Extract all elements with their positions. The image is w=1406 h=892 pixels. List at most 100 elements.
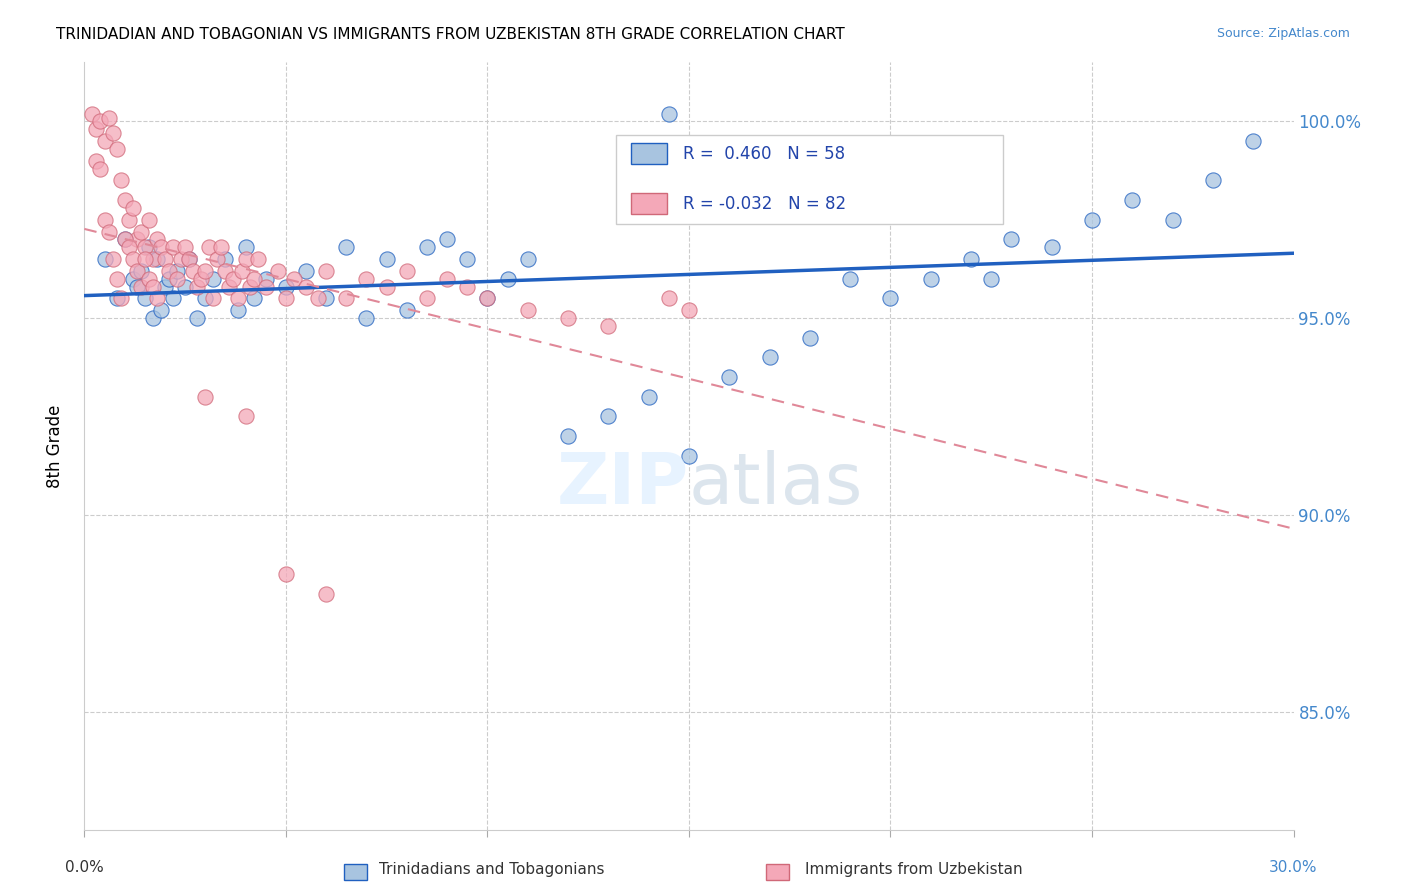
Point bbox=[207, 252, 229, 267]
Point bbox=[395, 264, 418, 278]
Point bbox=[375, 279, 398, 293]
Text: Trinidadians and Tobagonians: Trinidadians and Tobagonians bbox=[380, 863, 605, 877]
Point bbox=[134, 240, 156, 254]
Point bbox=[718, 370, 741, 384]
Point bbox=[110, 292, 132, 306]
Point bbox=[105, 142, 128, 156]
Point bbox=[516, 303, 538, 318]
Point bbox=[598, 409, 620, 424]
Point bbox=[97, 111, 120, 125]
Point bbox=[658, 106, 681, 120]
Point bbox=[920, 272, 942, 286]
FancyBboxPatch shape bbox=[616, 136, 1004, 224]
Point bbox=[82, 106, 104, 120]
Point bbox=[134, 252, 156, 267]
Point bbox=[235, 252, 257, 267]
Point bbox=[118, 212, 141, 227]
Text: ZIP: ZIP bbox=[557, 450, 689, 519]
Point bbox=[879, 292, 901, 306]
Point bbox=[1241, 134, 1264, 148]
Point bbox=[166, 264, 188, 278]
Point bbox=[194, 264, 217, 278]
Point bbox=[254, 279, 277, 293]
Text: 0.0%: 0.0% bbox=[65, 860, 104, 875]
Point bbox=[315, 292, 337, 306]
Point bbox=[125, 232, 148, 246]
Point bbox=[231, 264, 253, 278]
Point bbox=[274, 279, 297, 293]
Point bbox=[125, 264, 148, 278]
Point bbox=[162, 292, 184, 306]
Point bbox=[129, 279, 152, 293]
Point bbox=[97, 225, 120, 239]
FancyBboxPatch shape bbox=[631, 143, 668, 164]
Point bbox=[162, 240, 184, 254]
Point bbox=[114, 232, 136, 246]
Point bbox=[179, 252, 201, 267]
Point bbox=[557, 311, 579, 326]
Point bbox=[477, 292, 499, 306]
Point bbox=[235, 409, 257, 424]
Point bbox=[436, 272, 458, 286]
Point bbox=[477, 292, 499, 306]
Point bbox=[209, 240, 232, 254]
Point bbox=[246, 252, 269, 267]
Point bbox=[129, 264, 152, 278]
Point bbox=[86, 153, 108, 168]
Point bbox=[226, 292, 249, 306]
Point bbox=[307, 292, 329, 306]
Point bbox=[202, 292, 225, 306]
Point bbox=[114, 193, 136, 207]
Point bbox=[89, 161, 111, 176]
Text: 30.0%: 30.0% bbox=[1270, 860, 1317, 875]
Point bbox=[101, 252, 124, 267]
Point bbox=[105, 272, 128, 286]
Point bbox=[134, 292, 156, 306]
Point bbox=[267, 264, 290, 278]
Point bbox=[121, 201, 143, 215]
Point bbox=[186, 311, 208, 326]
FancyBboxPatch shape bbox=[631, 193, 668, 214]
Point bbox=[110, 173, 132, 187]
Point bbox=[93, 252, 115, 267]
Point bbox=[335, 240, 357, 254]
Point bbox=[190, 272, 212, 286]
Point bbox=[194, 390, 217, 404]
Point bbox=[157, 264, 180, 278]
Point bbox=[186, 279, 208, 293]
Point bbox=[198, 240, 221, 254]
Point bbox=[89, 114, 111, 128]
Point bbox=[181, 264, 204, 278]
Point bbox=[146, 252, 169, 267]
Point bbox=[194, 292, 217, 306]
Point bbox=[138, 212, 160, 227]
Point bbox=[153, 279, 176, 293]
Point bbox=[1121, 193, 1143, 207]
Point bbox=[295, 279, 318, 293]
Point bbox=[93, 212, 115, 227]
Text: R = -0.032   N = 82: R = -0.032 N = 82 bbox=[683, 194, 846, 212]
Point bbox=[153, 252, 176, 267]
Point bbox=[214, 252, 236, 267]
Point bbox=[149, 303, 172, 318]
Point bbox=[142, 311, 165, 326]
Point bbox=[239, 279, 262, 293]
Point bbox=[202, 272, 225, 286]
Point bbox=[416, 240, 439, 254]
Point bbox=[121, 272, 143, 286]
Point bbox=[218, 279, 240, 293]
Text: Immigrants from Uzbekistan: Immigrants from Uzbekistan bbox=[806, 863, 1022, 877]
Point bbox=[456, 252, 478, 267]
Point bbox=[222, 272, 245, 286]
Point bbox=[157, 272, 180, 286]
Point bbox=[105, 292, 128, 306]
Point bbox=[121, 252, 143, 267]
Point bbox=[598, 318, 620, 333]
Point bbox=[356, 311, 378, 326]
Point bbox=[678, 303, 700, 318]
Point bbox=[125, 279, 148, 293]
Point bbox=[456, 279, 478, 293]
Text: R =  0.460   N = 58: R = 0.460 N = 58 bbox=[683, 145, 845, 162]
Point bbox=[129, 225, 152, 239]
Point bbox=[142, 252, 165, 267]
